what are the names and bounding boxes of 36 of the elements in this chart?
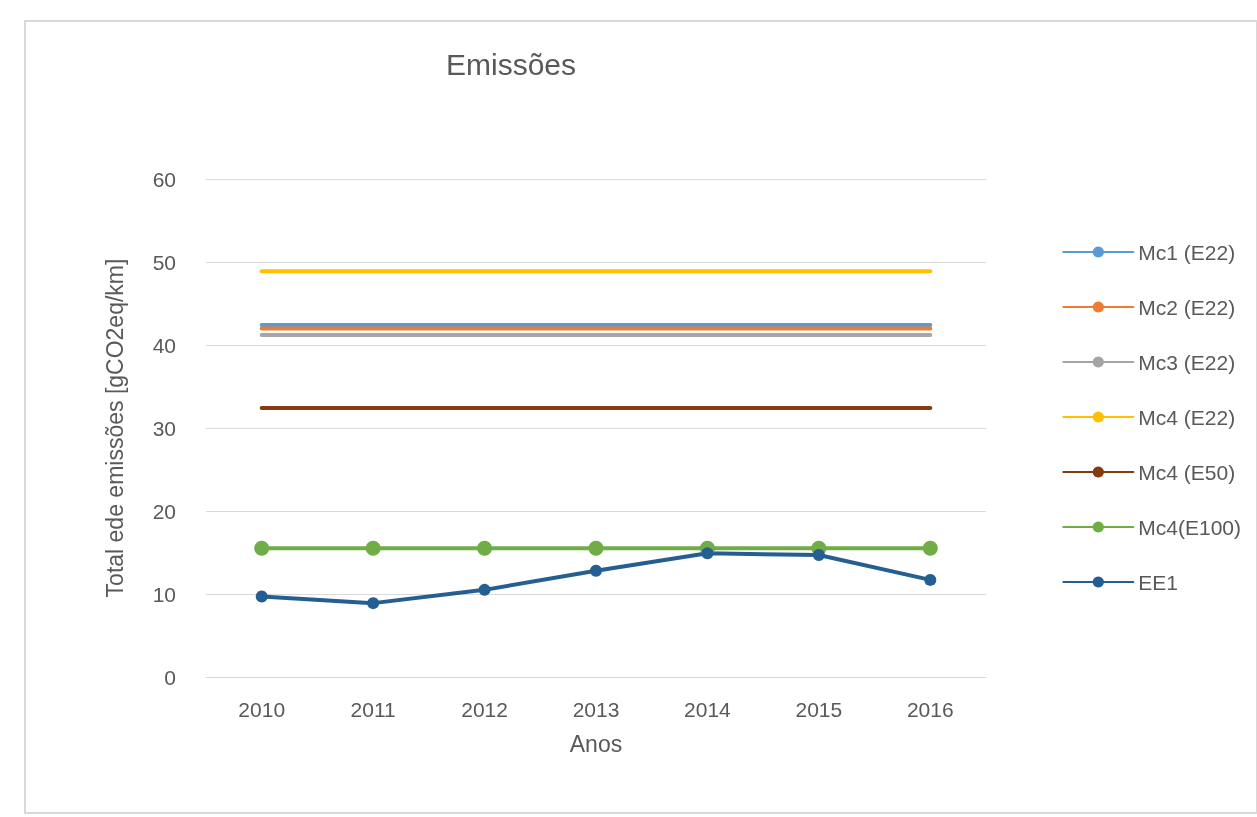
legend-label: EE1 <box>1138 570 1178 594</box>
x-tick-label: 2016 <box>906 698 954 721</box>
legend-label: Mc1 (E22) <box>1138 240 1236 264</box>
point <box>367 597 380 610</box>
point <box>922 540 938 556</box>
point <box>701 547 714 560</box>
legend-label: Mc4 (E22) <box>1138 405 1236 429</box>
legend-label: Mc4(E100) <box>1138 515 1241 539</box>
x-tick-label: 2015 <box>795 698 843 721</box>
point <box>478 583 491 596</box>
x-tick-label: 2011 <box>350 698 396 721</box>
point <box>365 540 381 556</box>
y-tick-label: 40 <box>152 333 176 357</box>
point <box>588 540 604 556</box>
point <box>924 573 937 586</box>
y-tick-label: 60 <box>152 167 176 191</box>
x-tick-label: 2014 <box>684 698 732 721</box>
x-axis-title: Anos <box>569 730 623 757</box>
x-tick-label: 2012 <box>461 698 508 721</box>
point <box>477 540 493 556</box>
legend-label: Mc2 (E22) <box>1138 295 1236 319</box>
x-tick-label: 2013 <box>572 698 620 721</box>
x-tick-label: 2010 <box>238 698 286 721</box>
point <box>812 548 825 561</box>
y-tick-label: 10 <box>152 582 176 606</box>
legend-label: Mc4 (E50) <box>1138 460 1236 484</box>
point <box>254 540 270 556</box>
chart-title: Emissões <box>445 47 577 81</box>
legend-label: Mc3 (E22) <box>1138 350 1236 374</box>
y-axis-title: Total ede emissões [gCO2eq/km] <box>101 258 128 598</box>
point <box>590 564 602 577</box>
y-tick-label: 50 <box>152 250 176 274</box>
y-tick-label: 30 <box>152 416 176 440</box>
y-tick-label: 20 <box>152 499 176 523</box>
y-tick-label: 0 <box>164 665 176 689</box>
point <box>255 590 268 603</box>
